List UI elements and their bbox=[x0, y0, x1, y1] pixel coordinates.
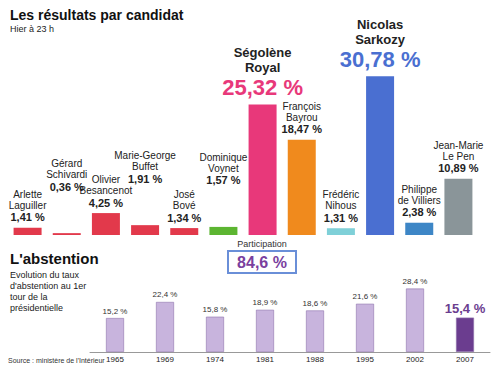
svg-text:Besancenot: Besancenot bbox=[80, 185, 133, 196]
svg-text:Schivardi: Schivardi bbox=[46, 169, 87, 180]
svg-text:10,89 %: 10,89 % bbox=[438, 162, 479, 174]
svg-text:18,47 %: 18,47 % bbox=[282, 123, 323, 135]
svg-text:1995: 1995 bbox=[356, 355, 374, 364]
svg-text:Arlette: Arlette bbox=[13, 189, 42, 200]
svg-text:25,32 %: 25,32 % bbox=[222, 75, 303, 100]
svg-text:30,78 %: 30,78 % bbox=[340, 47, 421, 72]
svg-text:Sarkozy: Sarkozy bbox=[355, 32, 406, 47]
svg-text:Jean-Marie: Jean-Marie bbox=[433, 140, 483, 151]
svg-text:Bayrou: Bayrou bbox=[286, 112, 318, 123]
svg-text:François: François bbox=[283, 101, 321, 112]
svg-text:1,31 %: 1,31 % bbox=[324, 212, 358, 224]
svg-text:Ségolène: Ségolène bbox=[234, 45, 292, 60]
svg-text:Nicolas: Nicolas bbox=[357, 17, 403, 32]
svg-text:0,36 %: 0,36 % bbox=[49, 180, 84, 193]
svg-text:Evolution du taux: Evolution du taux bbox=[10, 270, 82, 280]
svg-text:Philippe: Philippe bbox=[401, 184, 437, 195]
svg-text:Hier à 23 h: Hier à 23 h bbox=[10, 24, 54, 34]
svg-text:84,6 %: 84,6 % bbox=[237, 254, 287, 271]
svg-text:1,91 %: 1,91 % bbox=[128, 173, 162, 185]
svg-text:Laguiller: Laguiller bbox=[9, 200, 47, 211]
svg-text:15,4 %: 15,4 % bbox=[445, 301, 486, 316]
svg-text:Bové: Bové bbox=[173, 200, 196, 211]
svg-text:Royal: Royal bbox=[245, 60, 280, 75]
svg-text:15,2 %: 15,2 % bbox=[103, 307, 128, 316]
svg-text:2007: 2007 bbox=[456, 355, 474, 364]
svg-text:Gérard: Gérard bbox=[51, 158, 82, 169]
svg-text:1988: 1988 bbox=[306, 355, 324, 364]
svg-text:22,4 %: 22,4 % bbox=[153, 290, 178, 299]
svg-text:Nihous: Nihous bbox=[325, 200, 356, 211]
svg-text:Voynet: Voynet bbox=[208, 163, 239, 174]
svg-text:4,25 %: 4,25 % bbox=[89, 197, 123, 209]
svg-text:Buffet: Buffet bbox=[132, 161, 158, 172]
svg-text:2,38 %: 2,38 % bbox=[402, 206, 436, 218]
svg-text:Dominique: Dominique bbox=[200, 152, 248, 163]
svg-text:18,9 %: 18,9 % bbox=[253, 298, 278, 307]
svg-text:15,8 %: 15,8 % bbox=[203, 305, 228, 314]
svg-text:d'abstention au 1er: d'abstention au 1er bbox=[10, 281, 89, 291]
svg-text:Participation: Participation bbox=[237, 239, 287, 249]
svg-text:1,34 %: 1,34 % bbox=[167, 212, 201, 224]
svg-text:José: José bbox=[174, 189, 196, 200]
svg-text:1965: 1965 bbox=[106, 355, 124, 364]
svg-text:18,6 %: 18,6 % bbox=[303, 299, 328, 308]
svg-text:Marie-George: Marie-George bbox=[114, 150, 176, 161]
svg-text:Le Pen: Le Pen bbox=[443, 151, 475, 162]
svg-text:1,41 %: 1,41 % bbox=[10, 211, 44, 223]
svg-text:Olivier: Olivier bbox=[92, 174, 121, 185]
svg-text:21,6 %: 21,6 % bbox=[353, 292, 378, 301]
svg-text:tour de la: tour de la bbox=[10, 292, 50, 302]
svg-text:présidentielle: présidentielle bbox=[10, 303, 63, 313]
svg-text:1,57 %: 1,57 % bbox=[206, 174, 240, 186]
svg-text:1974: 1974 bbox=[206, 355, 224, 364]
svg-text:Source : ministère de l'Intéri: Source : ministère de l'Intérieur bbox=[8, 357, 105, 364]
svg-text:28,4 %: 28,4 % bbox=[403, 277, 428, 286]
svg-text:Les résultats par candidat: Les résultats par candidat bbox=[10, 7, 184, 23]
svg-text:2002: 2002 bbox=[406, 355, 424, 364]
svg-text:de Villiers: de Villiers bbox=[398, 195, 441, 206]
svg-text:L'abstention: L'abstention bbox=[10, 250, 99, 267]
svg-text:Frédéric: Frédéric bbox=[323, 189, 360, 200]
svg-text:1981: 1981 bbox=[256, 355, 274, 364]
svg-text:1969: 1969 bbox=[156, 355, 174, 364]
